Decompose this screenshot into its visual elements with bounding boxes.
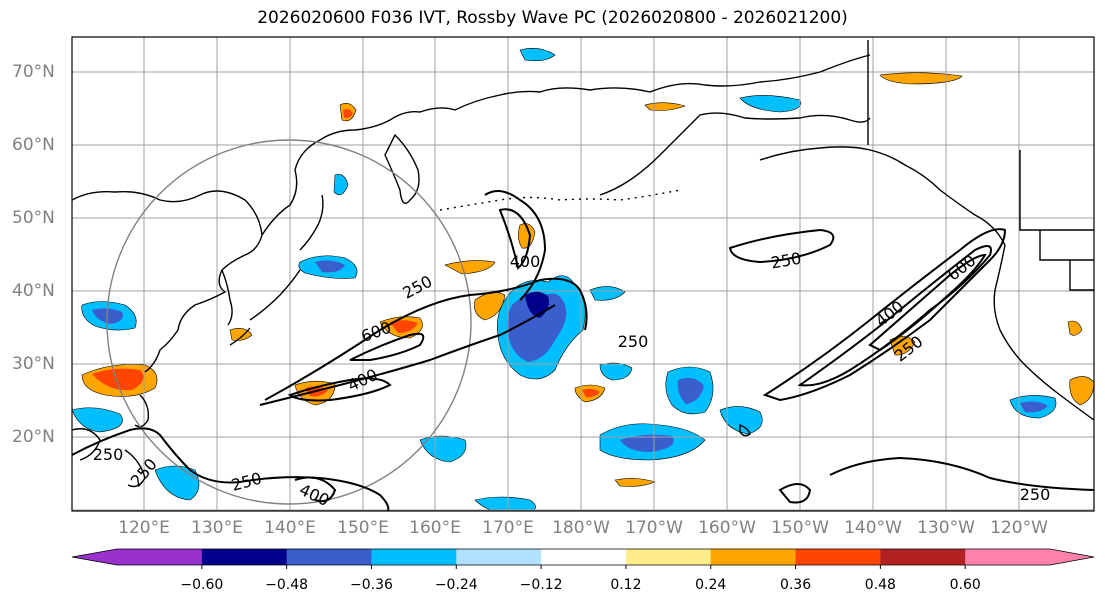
colorbar-segment xyxy=(371,549,457,565)
colorbar-tick-label: 0.36 xyxy=(779,577,812,593)
colorbar-tick-label: −0.48 xyxy=(265,577,309,593)
colorbar-segment xyxy=(117,549,203,565)
lon-label-160w: 160°W xyxy=(698,518,756,538)
colorbar-tick-label: 0.48 xyxy=(864,577,896,593)
ivt-contours xyxy=(72,190,1094,511)
graticule xyxy=(72,37,1094,511)
colorbar-tick-label: 0.60 xyxy=(949,577,981,593)
colorbar-segment xyxy=(286,549,372,565)
colorbar-segment xyxy=(795,549,881,565)
colorbar-outline xyxy=(71,548,1095,566)
colorbar-segment xyxy=(880,549,966,565)
coastlines xyxy=(72,40,1094,488)
lon-label-180w: 180°W xyxy=(552,518,610,538)
lon-label-150e: 150°E xyxy=(337,518,389,538)
lat-label-70n: 70°N xyxy=(12,62,55,82)
colorbar-segment xyxy=(710,549,797,565)
contour-label-250: 250 xyxy=(93,445,124,464)
colorbar-extend-left xyxy=(72,549,117,565)
lat-label-40n: 40°N xyxy=(12,281,55,301)
colorbar-tick-label: −0.24 xyxy=(434,577,478,593)
lon-label-170e: 170°E xyxy=(482,518,534,538)
contour-label-400: 400 xyxy=(510,252,541,271)
lon-label-130e: 130°E xyxy=(191,518,243,538)
colorbar xyxy=(71,548,1095,569)
shaded-anomaly-regions xyxy=(72,48,1094,511)
lon-label-170w: 170°W xyxy=(625,518,683,538)
contour-label-250: 250 xyxy=(1020,485,1051,504)
colorbar-segment xyxy=(456,549,542,565)
colorbar-tick-label: −0.60 xyxy=(180,577,224,593)
lat-label-20n: 20°N xyxy=(12,427,55,447)
lat-label-50n: 50°N xyxy=(12,208,55,228)
lon-label-140w: 140°W xyxy=(844,518,902,538)
lon-label-120w: 120°W xyxy=(990,518,1048,538)
colorbar-tick-label: −0.12 xyxy=(519,577,563,593)
colorbar-segment xyxy=(625,549,712,565)
map-title: 2026020600 F036 IVT, Rossby Wave PC (202… xyxy=(257,8,848,28)
colorbar-tick-label: 0.12 xyxy=(610,577,642,593)
colorbar-segment xyxy=(965,549,1051,565)
rossby-domain-circle xyxy=(106,139,472,505)
colorbar-tick-label: −0.36 xyxy=(350,577,393,593)
lon-label-130w: 130°W xyxy=(917,518,975,538)
map-border xyxy=(71,36,1095,512)
contour-label-250: 250 xyxy=(618,332,649,351)
lat-label-60n: 60°N xyxy=(12,135,55,155)
lon-label-120e: 120°E xyxy=(118,518,170,538)
lon-label-150w: 150°W xyxy=(771,518,829,538)
colorbar-segment xyxy=(201,549,288,565)
colorbar-tick-label: 0.24 xyxy=(695,577,727,593)
colorbar-segment xyxy=(541,549,627,565)
map-background xyxy=(72,37,1094,511)
lon-label-140e: 140°E xyxy=(264,518,316,538)
lat-label-30n: 30°N xyxy=(12,354,55,374)
lon-label-160e: 160°E xyxy=(409,518,461,538)
colorbar-extend-right xyxy=(1050,549,1094,565)
